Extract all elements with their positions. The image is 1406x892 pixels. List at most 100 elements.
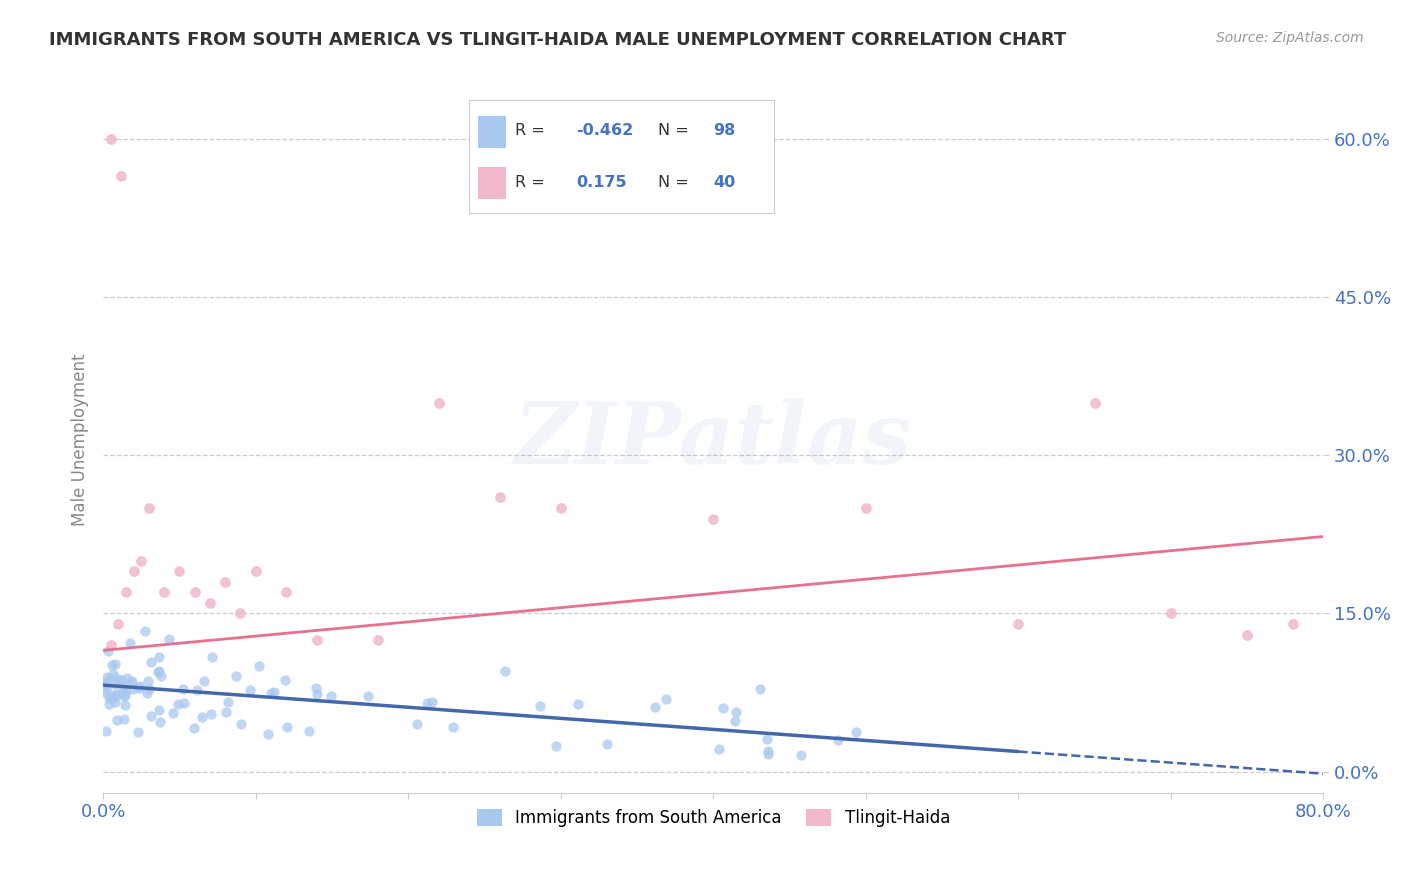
Point — [103, 691, 125, 706]
Point — [107, 673, 129, 687]
Point — [153, 585, 176, 599]
Point — [98, 698, 121, 712]
Point — [138, 501, 160, 516]
Point — [245, 564, 267, 578]
Point — [855, 501, 877, 516]
Point — [122, 681, 145, 696]
Y-axis label: Male Unemployment: Male Unemployment — [72, 353, 89, 525]
Text: IMMIGRANTS FROM SOUTH AMERICA VS TLINGIT-HAIDA MALE UNEMPLOYMENT CORRELATION CHA: IMMIGRANTS FROM SOUTH AMERICA VS TLINGIT… — [49, 31, 1067, 49]
Point — [100, 638, 122, 652]
Point — [529, 698, 551, 713]
Point — [115, 585, 138, 599]
Point — [217, 695, 239, 709]
Point — [1160, 607, 1182, 621]
Point — [141, 655, 163, 669]
Point — [110, 169, 132, 183]
Text: Source: ZipAtlas.com: Source: ZipAtlas.com — [1216, 31, 1364, 45]
Point — [112, 685, 135, 699]
Point — [96, 683, 118, 698]
Point — [420, 695, 443, 709]
Point — [136, 674, 159, 689]
Point — [115, 683, 138, 698]
Point — [405, 716, 427, 731]
Point — [276, 585, 298, 599]
Point — [273, 673, 295, 688]
Point — [298, 723, 321, 738]
Point — [104, 657, 127, 671]
Point — [758, 747, 780, 761]
Point — [229, 716, 252, 731]
Point — [827, 733, 849, 747]
Point — [229, 607, 252, 621]
Point — [427, 395, 450, 409]
Point — [115, 671, 138, 685]
Point — [114, 688, 136, 702]
Point — [104, 687, 127, 701]
Point — [114, 698, 136, 713]
Point — [120, 676, 142, 690]
Point — [112, 713, 135, 727]
Point — [118, 636, 141, 650]
Point — [247, 659, 270, 673]
Point — [104, 695, 127, 709]
Point — [225, 669, 247, 683]
Point — [1236, 627, 1258, 641]
Point — [172, 681, 194, 696]
Point — [1084, 395, 1107, 409]
Point — [148, 703, 170, 717]
Point — [215, 705, 238, 719]
Point — [162, 706, 184, 721]
Point — [567, 698, 589, 712]
Point — [169, 564, 191, 578]
Point — [1282, 617, 1305, 632]
Point — [644, 699, 666, 714]
Point — [707, 741, 730, 756]
Point — [186, 683, 208, 698]
Point — [129, 680, 152, 694]
Point — [103, 676, 125, 690]
Point — [112, 690, 135, 704]
Point — [256, 727, 278, 741]
Point — [183, 721, 205, 735]
Point — [94, 676, 117, 690]
Point — [122, 564, 145, 578]
Point — [702, 511, 724, 525]
Point — [97, 690, 120, 705]
Point — [441, 720, 464, 734]
Point — [544, 739, 567, 753]
Point — [305, 681, 328, 696]
Point — [101, 657, 124, 672]
Point — [167, 697, 190, 711]
Point — [191, 710, 214, 724]
Point — [127, 725, 149, 739]
Point — [201, 650, 224, 665]
Point — [173, 696, 195, 710]
Point — [790, 747, 813, 762]
Point — [319, 689, 342, 703]
Point — [200, 707, 222, 722]
Point — [105, 713, 128, 727]
Point — [149, 669, 172, 683]
Point — [488, 491, 510, 505]
Point — [356, 690, 378, 704]
Point — [756, 744, 779, 758]
Point — [550, 501, 572, 516]
Point — [136, 686, 159, 700]
Point — [263, 684, 285, 698]
Point — [305, 687, 328, 701]
Point — [748, 681, 770, 696]
Point — [105, 688, 128, 702]
Point — [111, 680, 134, 694]
Point — [305, 632, 328, 647]
Point — [756, 732, 779, 747]
Point — [134, 624, 156, 638]
Point — [128, 681, 150, 696]
Point — [276, 720, 298, 734]
Point — [100, 132, 122, 146]
Point — [259, 686, 281, 700]
Point — [121, 674, 143, 689]
Legend: Immigrants from South America, Tlingit-Haida: Immigrants from South America, Tlingit-H… — [470, 802, 956, 834]
Point — [148, 649, 170, 664]
Point — [654, 692, 676, 706]
Point — [198, 596, 221, 610]
